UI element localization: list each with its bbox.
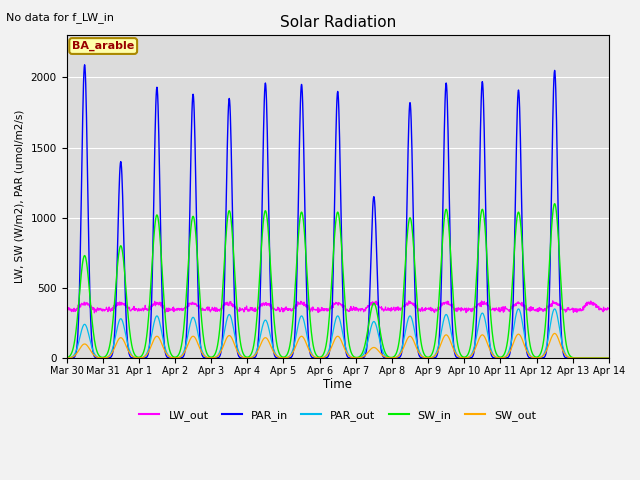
PAR_out [63, 355, 70, 361]
SW_out [540, 352, 548, 358]
SW_out [605, 355, 612, 361]
SW_in [63, 355, 70, 360]
PAR_out [605, 355, 612, 361]
PAR_out [541, 350, 548, 356]
SW_in [244, 354, 252, 360]
SW_in [551, 201, 559, 206]
LW_out [90, 310, 98, 316]
PAR_in [541, 354, 548, 360]
SW_out [170, 355, 178, 361]
PAR_in [422, 355, 429, 361]
Line: PAR_out: PAR_out [67, 309, 609, 358]
Y-axis label: LW, SW (W/m2), PAR (umol/m2/s): LW, SW (W/m2), PAR (umol/m2/s) [15, 110, 25, 283]
SW_out [244, 355, 252, 361]
SW_in [492, 350, 500, 356]
Line: PAR_in: PAR_in [67, 65, 609, 358]
LW_out [541, 306, 548, 312]
SW_in [422, 353, 429, 359]
PAR_out [422, 355, 429, 360]
LW_out [549, 298, 557, 304]
Legend: LW_out, PAR_in, PAR_out, SW_in, SW_out: LW_out, PAR_in, PAR_out, SW_in, SW_out [135, 406, 540, 425]
LW_out [605, 306, 612, 312]
SW_out [551, 331, 559, 336]
Text: No data for f_LW_in: No data for f_LW_in [6, 12, 115, 23]
LW_out [170, 307, 178, 312]
LW_out [244, 308, 252, 314]
Text: BA_arable: BA_arable [72, 41, 134, 51]
PAR_out [183, 336, 191, 342]
Title: Solar Radiation: Solar Radiation [280, 15, 396, 30]
LW_out [184, 303, 191, 309]
SW_in [540, 334, 548, 340]
SW_out [183, 344, 191, 349]
SW_out [422, 355, 429, 360]
PAR_in [81, 62, 88, 68]
LW_out [422, 307, 429, 312]
Line: LW_out: LW_out [67, 301, 609, 313]
Line: SW_in: SW_in [67, 204, 609, 358]
LW_out [63, 306, 70, 312]
PAR_out [492, 354, 500, 360]
PAR_in [605, 355, 612, 361]
SW_out [63, 355, 70, 361]
X-axis label: Time: Time [323, 378, 352, 391]
LW_out [493, 307, 500, 312]
PAR_in [244, 355, 252, 361]
SW_in [170, 354, 178, 360]
PAR_out [515, 306, 522, 312]
PAR_in [170, 355, 178, 361]
SW_in [183, 281, 191, 287]
SW_out [492, 354, 500, 360]
Line: SW_out: SW_out [67, 334, 609, 358]
SW_in [605, 355, 612, 361]
PAR_out [244, 355, 252, 361]
PAR_in [184, 310, 191, 315]
PAR_out [170, 355, 178, 361]
PAR_in [493, 355, 500, 361]
PAR_in [63, 355, 70, 361]
